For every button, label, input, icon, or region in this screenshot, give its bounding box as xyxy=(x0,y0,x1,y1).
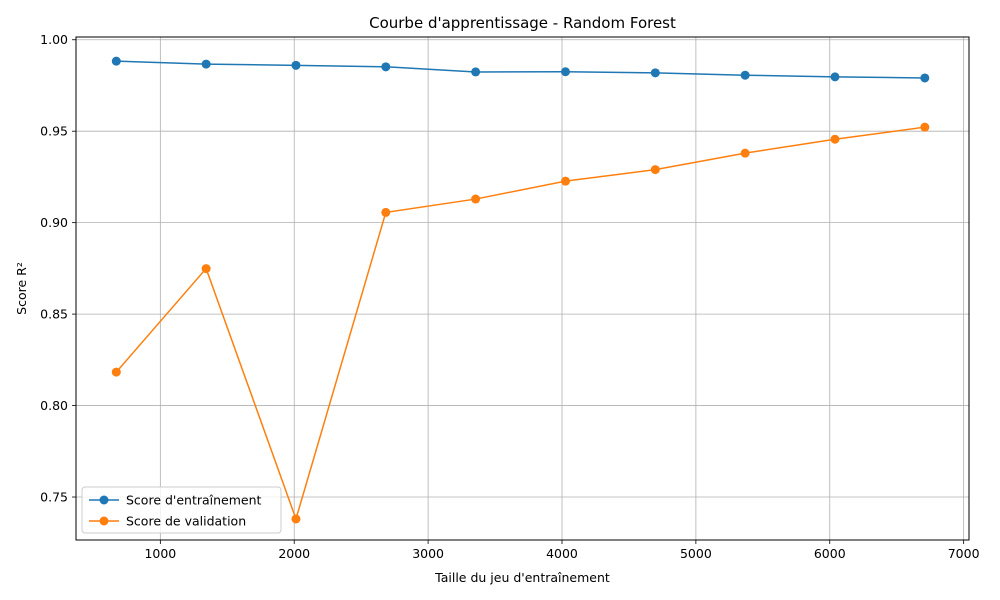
series-line xyxy=(115,126,925,522)
data-point xyxy=(830,134,840,144)
legend-item: Score de validation xyxy=(89,514,246,529)
data-point xyxy=(650,68,660,78)
y-tick-label: 0.80 xyxy=(40,398,68,413)
data-point xyxy=(291,514,301,524)
legend-box xyxy=(81,486,282,534)
series-layer xyxy=(111,56,930,524)
x-tick-label: 2000 xyxy=(278,546,310,561)
chart-title: Courbe d'apprentissage - Random Forest xyxy=(369,14,676,32)
data-point xyxy=(201,264,211,274)
legend-marker xyxy=(99,495,109,505)
data-point xyxy=(471,194,481,204)
x-axis-label: Taille du jeu d'entraînement xyxy=(434,570,610,585)
data-point xyxy=(201,59,211,69)
y-tick-label: 0.95 xyxy=(40,124,68,139)
data-point xyxy=(920,73,930,83)
data-point xyxy=(920,122,930,132)
data-point xyxy=(111,367,121,377)
plot-area-frame xyxy=(75,36,970,541)
data-point xyxy=(291,60,301,70)
series-1 xyxy=(111,56,930,83)
y-tick-label: 0.85 xyxy=(40,307,68,322)
legend-label: Score d'entraînement xyxy=(126,493,262,508)
data-point xyxy=(560,67,570,77)
y-tick-label: 1.00 xyxy=(40,32,68,47)
legend: Score d'entraînement Score de validation xyxy=(81,486,282,534)
data-point xyxy=(830,72,840,82)
data-point xyxy=(381,207,391,217)
y-tick-label: 0.75 xyxy=(40,490,68,505)
data-point xyxy=(740,148,750,158)
ticks: 1000 2000 3000 4000 5000 6000 7000 0.75 0.80 0.85… xyxy=(40,32,979,561)
legend-label: Score de validation xyxy=(126,514,246,529)
y-axis-label: Score R² xyxy=(14,262,29,315)
data-point xyxy=(111,56,121,66)
x-tick-label: 4000 xyxy=(546,546,578,561)
x-tick-label: 7000 xyxy=(948,546,980,561)
data-point xyxy=(471,67,481,77)
series-line xyxy=(116,60,925,79)
series-2 xyxy=(111,122,930,524)
legend-marker xyxy=(99,516,109,526)
x-tick-label: 5000 xyxy=(680,546,712,561)
data-point xyxy=(740,70,750,80)
data-point xyxy=(381,62,391,72)
x-tick-label: 6000 xyxy=(814,546,846,561)
x-tick-label: 3000 xyxy=(412,546,444,561)
legend-item: Score d'entraînement xyxy=(89,493,262,508)
data-point xyxy=(560,176,570,186)
y-tick-label: 0.90 xyxy=(40,215,68,230)
x-tick-label: 1000 xyxy=(144,546,176,561)
data-point xyxy=(650,165,660,175)
